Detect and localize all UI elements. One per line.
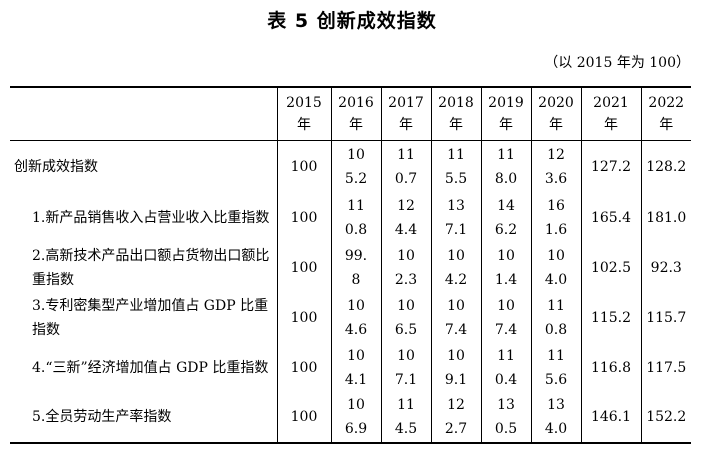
- value-cell: 124.4: [380, 192, 431, 243]
- table-row: 4.“三新”经济增加值占 GDP 比重指数 100 104.1 107.1 109.1 1…: [10, 342, 691, 393]
- value-cell: 110.8: [330, 192, 381, 243]
- value-cell: 100: [276, 192, 331, 243]
- value-cell: 146.1: [580, 392, 641, 443]
- value-cell: 146.2: [480, 192, 531, 243]
- value-cell: 92.3: [640, 242, 691, 293]
- value-cell: 104.2: [430, 242, 481, 293]
- header-year: 2021 年: [580, 87, 641, 141]
- table-row: 2.高新技术产品出口额占货物出口额比重指数 100 99.8 102.3 104.2 10…: [10, 242, 691, 293]
- value-cell: 128.2: [640, 140, 691, 193]
- value-cell: 101.4: [480, 242, 531, 293]
- value-cell: 102.5: [580, 242, 641, 293]
- value-cell: 115.5: [430, 140, 481, 193]
- value-cell: 127.2: [580, 140, 641, 193]
- value-cell: 105.2: [330, 140, 381, 193]
- value-cell: 117.5: [640, 342, 691, 393]
- table-header-row: 2015 年 2016 年 2017 年 2018 年 2019 年 2020 年 2021…: [10, 87, 691, 141]
- row-label: 5.全员劳动生产率指数: [32, 409, 172, 425]
- header-year: 2019 年: [480, 87, 531, 141]
- value-cell: 100: [276, 392, 331, 443]
- value-cell: 109.1: [430, 342, 481, 393]
- innovation-index-table: 2015 年 2016 年 2017 年 2018 年 2019 年 2020 年 2021…: [10, 86, 691, 444]
- header-year: 2018 年: [430, 87, 481, 141]
- value-cell: 102.3: [380, 242, 431, 293]
- value-cell: 115.6: [530, 342, 581, 393]
- header-year: 2015 年: [276, 87, 331, 141]
- value-cell: 114.5: [380, 392, 431, 443]
- value-cell: 104.1: [330, 342, 381, 393]
- header-blank: [10, 87, 277, 141]
- row-label: 4.“三新”经济增加值占 GDP 比重指数: [32, 359, 269, 376]
- header-year: 2016 年: [330, 87, 381, 141]
- value-cell: 181.0: [640, 192, 691, 243]
- value-cell: 110.7: [380, 140, 431, 193]
- value-cell: 130.5: [480, 392, 531, 443]
- value-cell: 161.6: [530, 192, 581, 243]
- value-cell: 165.4: [580, 192, 641, 243]
- value-cell: 115.2: [580, 292, 641, 343]
- table-title: 表 5 创新成效指数: [267, 10, 437, 32]
- value-cell: 152.2: [640, 392, 691, 443]
- value-cell: 100: [276, 242, 331, 293]
- value-cell: 110.8: [530, 292, 581, 343]
- row-label: 2.高新技术产品出口额占货物出口额比重指数: [32, 247, 270, 288]
- table-row: 3.专利密集型产业增加值占 GDP 比重指数 100 104.6 106.5 107.4…: [10, 292, 691, 343]
- value-cell: 107.1: [380, 342, 431, 393]
- value-cell: 122.7: [430, 392, 481, 443]
- value-cell: 123.6: [530, 140, 581, 193]
- value-cell: 107.4: [430, 292, 481, 343]
- table-subtitle: （以 2015 年为 100）: [544, 55, 690, 71]
- header-year: 2017 年: [380, 87, 431, 141]
- row-label: 3.专利密集型产业增加值占 GDP 比重指数: [32, 297, 269, 338]
- value-cell: 134.0: [530, 392, 581, 443]
- table-row: 5.全员劳动生产率指数 100 106.9 114.5 122.7 130.5 134.0 1…: [10, 392, 691, 443]
- table-row: 创新成效指数 100 105.2 110.7 115.5 118.0 123.6 127.2 1…: [10, 140, 691, 193]
- value-cell: 104.6: [330, 292, 381, 343]
- table-row: 1.新产品销售收入占营业收入比重指数 100 110.8 124.4 137.1 146.…: [10, 192, 691, 243]
- value-cell: 115.7: [640, 292, 691, 343]
- row-label: 1.新产品销售收入占营业收入比重指数: [32, 209, 270, 226]
- value-cell: 137.1: [430, 192, 481, 243]
- value-cell: 107.4: [480, 292, 531, 343]
- value-cell: 118.0: [480, 140, 531, 193]
- value-cell: 110.4: [480, 342, 531, 393]
- value-cell: 116.8: [580, 342, 641, 393]
- value-cell: 100: [276, 342, 331, 393]
- value-cell: 106.5: [380, 292, 431, 343]
- value-cell: 106.9: [330, 392, 381, 443]
- value-cell: 104.0: [530, 242, 581, 293]
- header-year: 2022 年: [640, 87, 691, 141]
- header-year: 2020 年: [530, 87, 581, 141]
- value-cell: 99.8: [330, 242, 381, 293]
- value-cell: 100: [276, 292, 331, 343]
- value-cell: 100: [276, 140, 331, 193]
- row-label: 创新成效指数: [14, 158, 98, 175]
